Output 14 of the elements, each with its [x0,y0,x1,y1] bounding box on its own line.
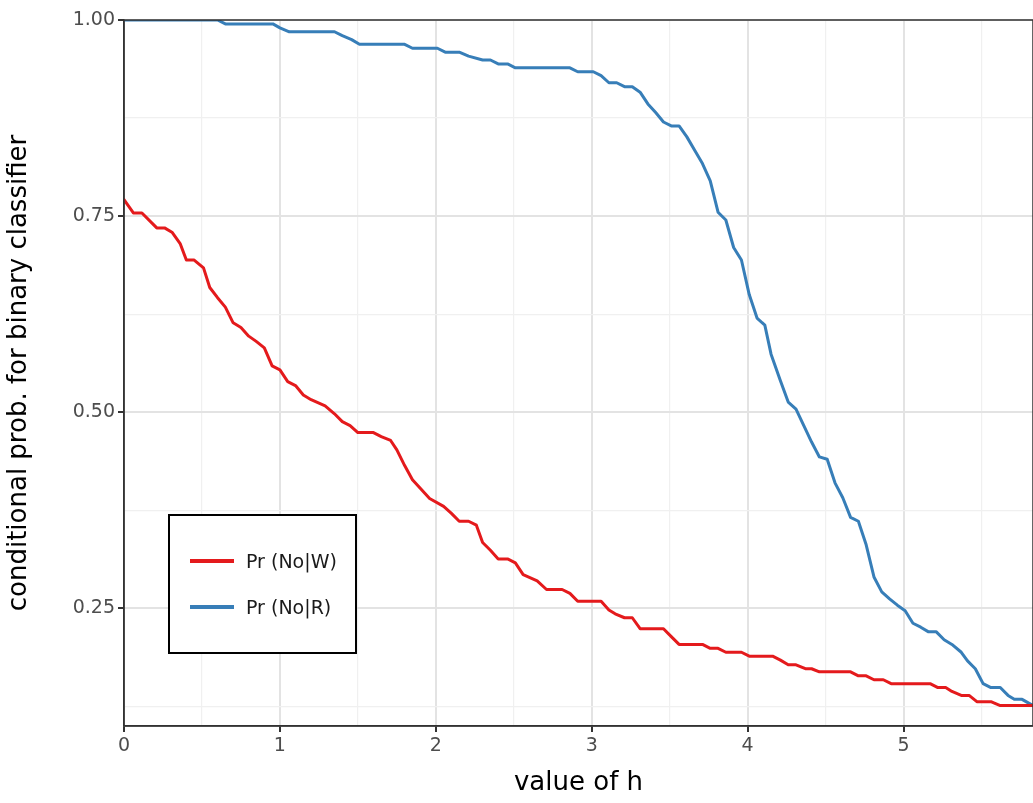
x-tick-label: 4 [741,733,754,756]
y-axis-title: conditional prob. for binary classifier [2,134,33,612]
x-tick-label: 2 [429,733,442,756]
y-tick-label: 1.00 [72,6,115,29]
x-tick-label: 0 [117,733,131,756]
x-axis-title: value of h [513,766,644,797]
legend-label: Pr (No|W) [246,550,337,572]
y-tick-label: 0.25 [72,595,115,618]
legend-label: Pr (No|R) [246,596,332,618]
x-tick-label: 3 [585,733,598,756]
y-tick-label: 0.50 [72,399,115,422]
y-tick-label: 0.75 [72,203,115,226]
x-tick-label: 5 [897,733,910,756]
x-tick-label: 1 [273,733,286,756]
